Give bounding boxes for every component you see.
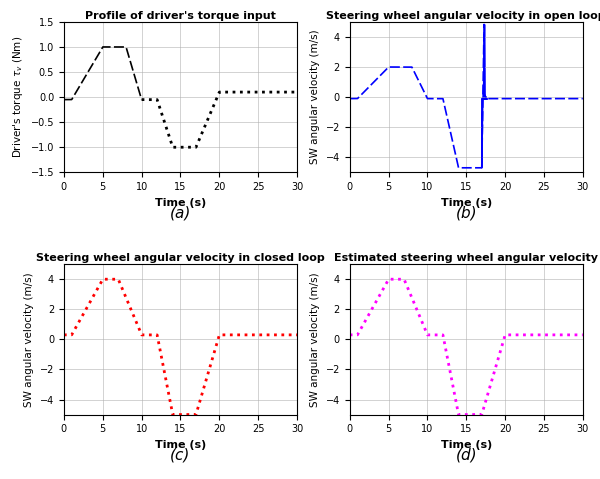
Y-axis label: SW angular velocity (m/s): SW angular velocity (m/s) [24,272,34,407]
X-axis label: Time (s): Time (s) [155,198,206,207]
X-axis label: Time (s): Time (s) [440,198,492,207]
Y-axis label: SW angular velocity (m/s): SW angular velocity (m/s) [310,272,320,407]
Title: Steering wheel angular velocity in closed loop: Steering wheel angular velocity in close… [36,253,325,263]
Text: (b): (b) [455,205,477,220]
Text: (d): (d) [455,448,477,463]
Title: Steering wheel angular velocity in open loop: Steering wheel angular velocity in open … [326,11,600,21]
Y-axis label: Driver's torque $\tau_v$ (Nm): Driver's torque $\tau_v$ (Nm) [11,36,25,158]
Text: (a): (a) [170,205,191,220]
X-axis label: Time (s): Time (s) [155,440,206,450]
Title: Estimated steering wheel angular velocity: Estimated steering wheel angular velocit… [334,253,598,263]
Text: (c): (c) [170,448,191,463]
Y-axis label: SW angular velocity (m/s): SW angular velocity (m/s) [310,30,320,164]
X-axis label: Time (s): Time (s) [440,440,492,450]
Title: Profile of driver's torque input: Profile of driver's torque input [85,11,276,21]
